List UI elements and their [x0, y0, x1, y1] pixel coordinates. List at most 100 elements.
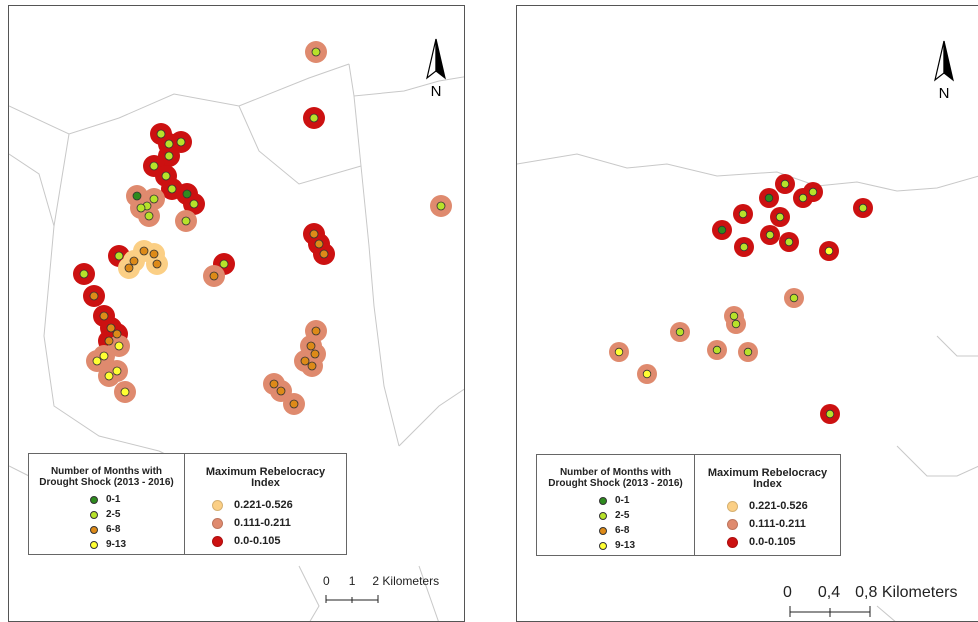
site-drought-dot	[311, 326, 321, 336]
admin-boundary-line	[353, 95, 400, 447]
legend-swatch-ring	[727, 536, 738, 548]
scale-tick-2: 0,8	[855, 584, 878, 601]
admin-boundary-line	[43, 133, 160, 452]
legend-index-item: 0.221-0.526	[212, 496, 346, 514]
admin-boundary-line	[418, 565, 439, 621]
site-drought-dot	[106, 323, 116, 333]
scale-bar-labels-right: 0 0,4 0,8 Kilometers	[783, 584, 957, 602]
site-drought-dot	[738, 209, 748, 219]
legend-months-title: Number of Months with Drought Shock (201…	[39, 466, 174, 488]
site-drought-dot	[120, 387, 130, 397]
map-canvas-left	[9, 41, 464, 621]
site-drought-dot	[789, 293, 799, 303]
legend-label: 2-5	[106, 509, 121, 520]
site-drought-dot	[104, 336, 114, 346]
legend-label: 2-5	[615, 510, 630, 521]
legend-months-section: Number of Months with Drought Shock (201…	[29, 454, 184, 554]
site-drought-dot	[614, 347, 624, 357]
site-drought-dot	[139, 246, 149, 256]
site-drought-dot	[136, 203, 146, 213]
site-drought-dot	[164, 139, 174, 149]
site-drought-dot	[743, 347, 753, 357]
legend-swatch-dot	[90, 495, 98, 504]
admin-boundary-line	[517, 153, 978, 192]
site-drought-dot	[219, 259, 229, 269]
site-drought-dot	[310, 349, 320, 359]
site-drought-dot	[712, 345, 722, 355]
legend-swatch-ring	[212, 535, 223, 547]
site-drought-dot	[114, 341, 124, 351]
legend-swatch-dot	[90, 540, 98, 549]
legend-label: 0.0-0.105	[234, 535, 281, 547]
site-drought-dot	[156, 129, 166, 139]
legend-swatch-ring	[727, 518, 738, 530]
site-drought-dot	[99, 351, 109, 361]
site-drought-dot	[152, 259, 162, 269]
site-drought-dot	[89, 291, 99, 301]
site-drought-dot	[765, 230, 775, 240]
admin-boundary-line	[348, 63, 464, 97]
site-drought-dot	[104, 371, 114, 381]
scale-bar-left	[325, 595, 379, 603]
site-drought-dot	[436, 201, 446, 211]
site-drought-dot	[149, 161, 159, 171]
legend-index-item: 0.221-0.526	[727, 497, 840, 515]
site-drought-dot	[114, 251, 124, 261]
site-drought-dot	[112, 366, 122, 376]
site-drought-dot	[780, 179, 790, 189]
legend-months-item: 0-1	[599, 493, 694, 508]
scale-bar-labels-left: 0 1 2 Kilometers	[323, 574, 439, 588]
site-drought-dot	[798, 193, 808, 203]
site-drought-dot	[314, 239, 324, 249]
admin-boundary-line	[9, 63, 350, 135]
admin-boundary-line	[896, 445, 978, 477]
site-drought-dot	[311, 47, 321, 57]
map-canvas-right	[517, 153, 978, 621]
legend-label: 0.0-0.105	[749, 536, 796, 548]
site-drought-dot	[144, 211, 154, 221]
site-drought-dot	[79, 269, 89, 279]
legend-index-item: 0.0-0.105	[727, 533, 840, 551]
site-drought-dot	[132, 191, 142, 201]
legend-label: 0.221-0.526	[749, 500, 808, 512]
legend-index-item: 0.111-0.211	[212, 514, 346, 532]
legend-index-section: Maximum Rebelocracy Index 0.221-0.526 0.1…	[694, 455, 840, 555]
site-drought-dot	[309, 113, 319, 123]
map-panel-left: N Number of Months with Drought Shock (2…	[8, 5, 465, 622]
legend-swatch-dot	[599, 526, 607, 535]
site-drought-dot	[300, 356, 310, 366]
map-panel-right: N Number of Months with Drought Shock (2…	[516, 5, 978, 622]
site-drought-dot	[161, 171, 171, 181]
legend-swatch-dot	[90, 510, 98, 519]
legend-label: 9-13	[615, 540, 636, 551]
legend-months-item: 0-1	[90, 492, 184, 507]
legend-months-item: 2-5	[599, 508, 694, 523]
site-drought-dot	[731, 319, 741, 329]
legend-months-item: 9-13	[599, 538, 694, 553]
admin-boundary-line	[9, 153, 55, 227]
scale-tick-0: 0	[783, 584, 792, 601]
legend-months-section: Number of Months with Drought Shock (201…	[537, 455, 694, 555]
site-drought-dot	[739, 242, 749, 252]
legend-swatch-ring	[212, 499, 223, 511]
site-drought-dot	[289, 399, 299, 409]
site-drought-dot	[189, 199, 199, 209]
site-drought-dot	[269, 379, 279, 389]
legend-right: Number of Months with Drought Shock (201…	[536, 454, 841, 556]
legend-months-item: 6-8	[90, 522, 184, 537]
site-drought-dot	[808, 187, 818, 197]
admin-boundary-line	[9, 465, 30, 477]
site-drought-dot	[307, 361, 317, 371]
scale-tick-0: 0	[323, 574, 330, 588]
site-drought-dot	[858, 203, 868, 213]
legend-label: 0.111-0.211	[749, 518, 806, 530]
site-drought-dot	[99, 311, 109, 321]
site-drought-dot	[824, 246, 834, 256]
legend-swatch-dot	[599, 541, 607, 550]
scale-tick-1: 1	[348, 574, 356, 588]
site-drought-dot	[167, 184, 177, 194]
legend-label: 0.221-0.526	[234, 499, 293, 511]
site-drought-dot	[181, 216, 191, 226]
site-drought-dot	[319, 249, 329, 259]
legend-label: 0.111-0.211	[234, 517, 291, 529]
